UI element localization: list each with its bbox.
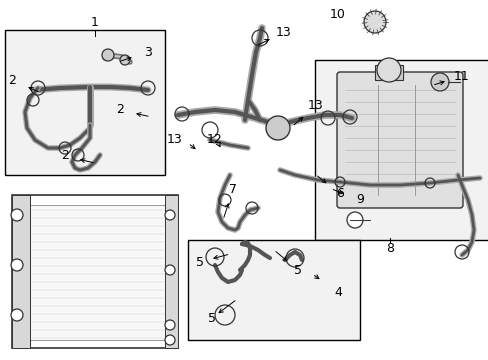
Bar (314, 60, 488, 240)
Circle shape (164, 335, 175, 345)
Text: 13: 13 (166, 134, 182, 147)
Circle shape (102, 49, 114, 61)
Text: 11: 11 (453, 69, 469, 82)
Circle shape (430, 73, 448, 91)
Circle shape (164, 265, 175, 275)
Circle shape (346, 212, 362, 228)
Text: 1: 1 (91, 15, 99, 28)
Text: 10: 10 (329, 8, 345, 21)
Text: 2: 2 (116, 104, 123, 117)
Text: 12: 12 (206, 134, 223, 147)
FancyBboxPatch shape (336, 72, 462, 208)
Text: 5: 5 (196, 256, 203, 269)
Circle shape (164, 210, 175, 220)
Text: 5: 5 (293, 264, 302, 276)
Text: 4: 4 (333, 285, 341, 298)
Text: 6: 6 (335, 188, 343, 201)
Bar (5, 30, 164, 175)
Bar (12, 195, 178, 348)
Circle shape (120, 55, 130, 65)
Circle shape (376, 58, 400, 82)
Circle shape (11, 209, 23, 221)
Circle shape (11, 309, 23, 321)
Circle shape (265, 116, 289, 140)
Text: 9: 9 (355, 193, 363, 207)
Text: 13: 13 (276, 26, 291, 39)
Bar (12, 195, 30, 348)
Text: 13: 13 (307, 99, 323, 112)
Bar (374, 65, 402, 80)
Circle shape (363, 11, 385, 33)
Text: 2: 2 (61, 149, 69, 162)
Bar (187, 240, 359, 340)
Text: 7: 7 (228, 184, 237, 197)
Text: 8: 8 (385, 242, 393, 255)
Text: 3: 3 (144, 45, 152, 58)
Circle shape (164, 320, 175, 330)
Text: 5: 5 (207, 311, 216, 324)
Bar (164, 195, 178, 348)
Text: 2: 2 (8, 73, 16, 86)
Bar (30, 205, 164, 340)
Circle shape (11, 259, 23, 271)
